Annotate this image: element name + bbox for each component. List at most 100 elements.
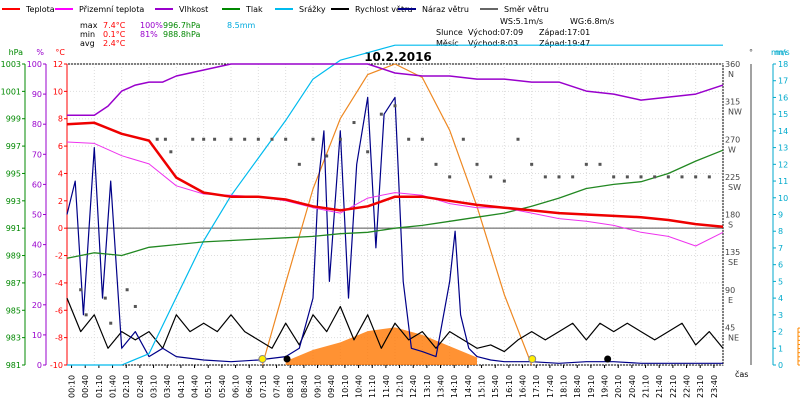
direction-point: [191, 137, 195, 141]
direction-tick-label: 135: [725, 248, 740, 257]
info-sun-rise: Východ:07:09: [468, 28, 523, 37]
celsius-axis-tick-label: 2: [58, 197, 63, 206]
stat-max-label: max: [80, 21, 98, 30]
direction-point: [707, 175, 711, 179]
ms-axis-tick-label: 5: [778, 277, 783, 286]
x-tick-label: 21:10: [642, 375, 651, 398]
direction-name-label: N: [728, 70, 734, 79]
ms-axis-tick-label: 9: [778, 211, 783, 220]
celsius-axis-tick-label: -2: [55, 252, 63, 261]
hpa-axis-tick-label: 999: [6, 115, 21, 124]
celsius-axis-tick-label: 4: [58, 169, 63, 178]
ms-axis-tick-label: 8: [778, 227, 783, 236]
stat-max-hum: 100%: [140, 21, 163, 30]
direction-tick-label: 90: [725, 286, 735, 295]
hpa-axis-tick-label: 993: [6, 197, 21, 206]
x-tick-label: 02:40: [136, 375, 145, 398]
direction-point: [653, 175, 657, 179]
percent-axis-tick-label: 20: [32, 301, 42, 310]
ms-axis-tick-label: 15: [778, 110, 788, 119]
percent-axis-tick-label: 80: [32, 120, 42, 129]
x-tick-label: 00:40: [81, 375, 90, 398]
ground-temp-line: [66, 141, 724, 247]
direction-point: [243, 137, 247, 141]
legend-label: Tlak: [245, 5, 263, 14]
direction-point: [502, 179, 506, 183]
ms-axis-tick-label: 10: [778, 194, 788, 203]
x-tick-label: 04:10: [177, 375, 186, 398]
info-moon-label: Měsíc: [436, 39, 459, 48]
direction-point: [84, 313, 88, 317]
direction-point: [516, 137, 520, 141]
direction-point: [434, 162, 438, 166]
x-tick-label: 05:10: [204, 375, 213, 398]
direction-point: [557, 175, 561, 179]
celsius-axis-tick-label: -6: [55, 306, 63, 315]
direction-point: [584, 162, 588, 166]
direction-point: [666, 175, 670, 179]
direction-point: [543, 175, 547, 179]
direction-point: [338, 137, 342, 141]
stat-max-rain: 8.5mm: [227, 21, 256, 30]
x-tick-label: 14:40: [464, 375, 473, 398]
direction-point: [639, 175, 643, 179]
direction-point: [229, 137, 233, 141]
x-tick-label: 03:10: [150, 375, 159, 398]
direction-point: [109, 321, 113, 325]
moonrise-icon: [283, 355, 291, 363]
direction-point: [133, 304, 137, 308]
stat-max-press: 996.7hPa: [163, 21, 200, 30]
hpa-axis-tick-label: 985: [6, 306, 21, 315]
info-moon-rise: Východ:8:03: [468, 39, 518, 48]
direction-name-label: SW: [728, 183, 741, 192]
x-tick-label: 22:10: [669, 375, 678, 398]
ms-axis-tick-label: 17: [778, 77, 788, 86]
percent-axis-tick-label: 40: [32, 241, 42, 250]
legend-label: Směr větru: [504, 5, 549, 14]
x-tick-label: 21:40: [655, 375, 664, 398]
x-tick-label: 17:40: [546, 375, 555, 398]
chart-title: 10.2.2016: [364, 50, 432, 64]
wind-gust-line: [66, 96, 723, 364]
percent-axis-tick-label: 10: [32, 331, 42, 340]
hpa-axis-label: hPa: [9, 48, 24, 57]
humidity-line: [67, 63, 724, 116]
percent-axis-tick-label: 60: [32, 180, 42, 189]
ms-axis-label: m/s: [775, 48, 790, 57]
direction-point: [571, 175, 575, 179]
x-tick-label: 00:10: [68, 375, 77, 398]
x-axis-label: čas: [735, 369, 748, 379]
x-tick-label: 19:10: [587, 375, 596, 398]
ms-axis-tick-label: 0: [778, 361, 783, 370]
x-tick-label: 11:10: [368, 375, 377, 398]
celsius-axis-tick-label: 10: [53, 87, 63, 96]
direction-point: [407, 137, 411, 141]
x-tick-label: 20:40: [628, 375, 637, 398]
direction-tick-label: 315: [725, 98, 740, 107]
ms-axis-tick-label: 3: [778, 311, 783, 320]
ms-axis-tick-label: 4: [778, 294, 783, 303]
x-tick-label: 08:10: [286, 375, 295, 398]
stats-block: max 7.4°C 100% 996.7hPa 8.5mm min 0.1°C …: [80, 21, 256, 48]
direction-point: [694, 175, 698, 179]
direction-point: [598, 162, 602, 166]
direction-tick-label: 45: [725, 323, 735, 332]
legend-label: Srážky: [299, 5, 326, 14]
info-sun-set: Západ:17:01: [539, 28, 590, 37]
ms-axis-tick-label: 18: [778, 60, 788, 69]
celsius-axis-tick-label: 12: [53, 60, 63, 69]
moonset-icon: [604, 355, 612, 363]
hpa-axis-tick-label: 981: [6, 361, 21, 370]
direction-point: [379, 112, 383, 116]
celsius-axis-tick-label: 0: [58, 224, 63, 233]
ms-axis-tick-label: 6: [778, 261, 783, 270]
ms-axis-tick-label: 1: [778, 344, 783, 353]
legend-label: Vlhkost: [179, 5, 208, 14]
direction-point: [393, 104, 397, 108]
celsius-axis-tick-label: -4: [55, 279, 63, 288]
info-wg: WG:6.8m/s: [570, 17, 614, 26]
legend-item: Rychlost větru: [331, 5, 412, 14]
ms-axis-tick-label: 12: [778, 160, 788, 169]
direction-point: [461, 137, 465, 141]
legend-item: Srážky: [275, 5, 326, 14]
